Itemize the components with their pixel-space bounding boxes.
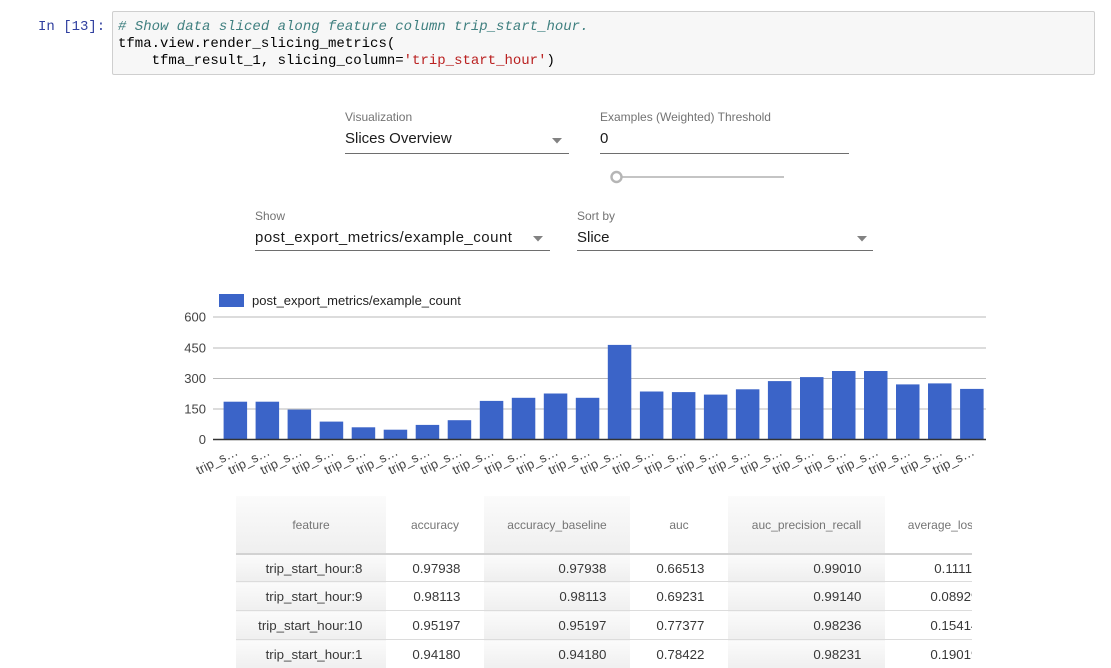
svg-text:600: 600	[184, 310, 206, 325]
svg-text:0: 0	[199, 432, 206, 447]
svg-text:300: 300	[184, 371, 206, 386]
svg-text:150: 150	[184, 402, 206, 417]
svg-text:450: 450	[184, 341, 206, 356]
svg-text:post_export_metrics/example_co: post_export_metrics/example_count	[252, 293, 461, 308]
